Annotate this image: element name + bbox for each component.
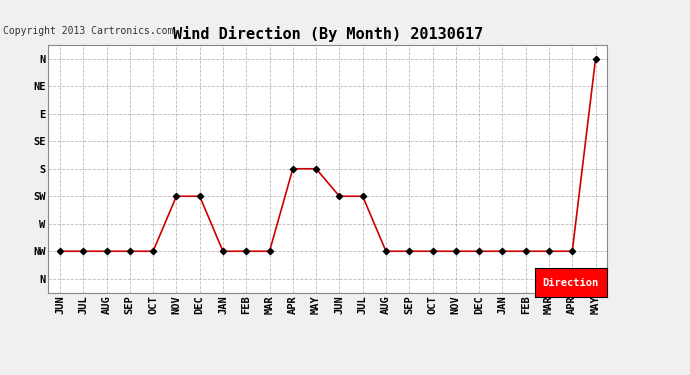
Point	[241, 248, 252, 254]
Point	[380, 248, 391, 254]
Point	[497, 248, 508, 254]
Point	[217, 248, 228, 254]
Title: Wind Direction (By Month) 20130617: Wind Direction (By Month) 20130617	[172, 27, 483, 42]
Point	[194, 193, 205, 199]
Point	[473, 248, 484, 254]
Point	[404, 248, 415, 254]
Point	[334, 193, 345, 199]
Point	[590, 56, 601, 62]
Text: Copyright 2013 Cartronics.com: Copyright 2013 Cartronics.com	[3, 26, 174, 36]
Point	[124, 248, 135, 254]
Point	[451, 248, 462, 254]
Point	[310, 166, 322, 172]
Point	[544, 248, 555, 254]
Point	[148, 248, 159, 254]
Point	[566, 248, 578, 254]
Point	[78, 248, 89, 254]
Point	[427, 248, 438, 254]
Point	[101, 248, 112, 254]
Point	[171, 193, 182, 199]
Point	[55, 248, 66, 254]
Point	[357, 193, 368, 199]
Point	[520, 248, 531, 254]
Point	[264, 248, 275, 254]
Point	[287, 166, 298, 172]
